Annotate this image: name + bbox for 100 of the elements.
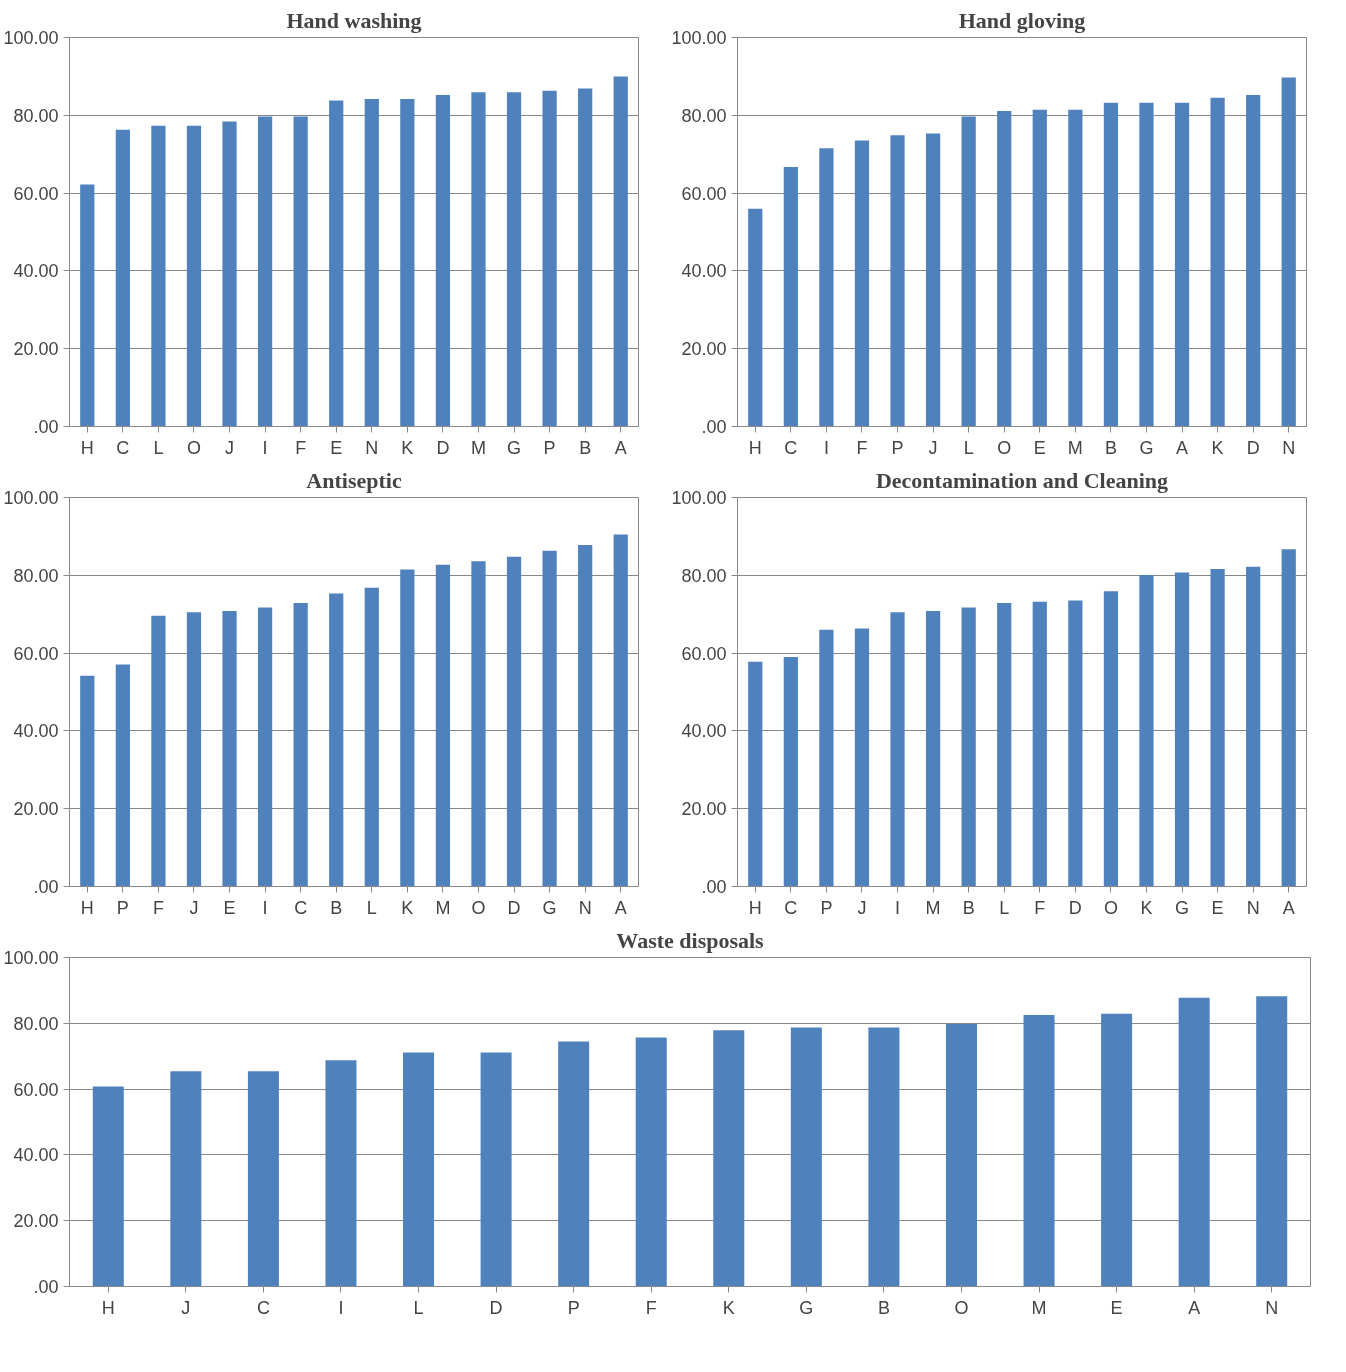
y-tick-label: 60.00 xyxy=(681,183,727,204)
bar xyxy=(1246,566,1261,887)
chart-title: Waste disposals xyxy=(616,927,765,953)
x-tick-label: I xyxy=(895,897,901,918)
bar xyxy=(506,92,522,427)
bar xyxy=(1210,569,1225,887)
x-tick-label: N xyxy=(1282,437,1296,458)
x-tick-label: P xyxy=(543,437,556,458)
x-tick-label: M xyxy=(470,437,486,458)
bar xyxy=(400,98,415,427)
y-tick-label: 40.00 xyxy=(13,1145,59,1166)
bar xyxy=(542,90,557,427)
bar xyxy=(435,564,451,887)
y-tick-label: 80.00 xyxy=(681,565,727,586)
bar xyxy=(1068,600,1083,887)
x-tick-label: D xyxy=(507,897,521,918)
y-tick-label: 80.00 xyxy=(13,105,59,126)
x-tick-label: E xyxy=(223,897,236,918)
bar xyxy=(713,1030,745,1287)
x-tick-label: A xyxy=(1176,437,1189,458)
x-tick-label: C xyxy=(784,897,798,918)
bar xyxy=(115,664,130,887)
x-tick-label: O xyxy=(997,437,1012,458)
y-tick-label: 80.00 xyxy=(13,1013,59,1034)
bar xyxy=(1174,572,1190,887)
x-tick-label: B xyxy=(1104,437,1117,458)
bar xyxy=(635,1037,667,1287)
bar xyxy=(1103,102,1119,427)
chart-title: Hand gloving xyxy=(958,7,1086,33)
y-tick-label: 100.00 xyxy=(3,488,59,508)
chart-title: Antiseptic xyxy=(306,467,402,493)
x-tick-label: L xyxy=(366,897,377,918)
x-tick-label: J xyxy=(928,437,938,458)
x-tick-label: P xyxy=(891,437,904,458)
bar xyxy=(819,629,834,887)
y-tick-label: 20.00 xyxy=(681,799,727,820)
x-tick-label: O xyxy=(471,897,486,918)
bar xyxy=(257,607,273,887)
bar xyxy=(1281,77,1296,427)
x-tick-label: O xyxy=(954,1297,969,1318)
bar xyxy=(151,125,166,427)
x-tick-label: H xyxy=(748,897,762,918)
bar xyxy=(325,1060,357,1287)
x-tick-label: M xyxy=(1031,1297,1047,1318)
bar xyxy=(945,1023,977,1287)
x-tick-label: J xyxy=(181,1297,191,1318)
x-tick-label: L xyxy=(413,1297,424,1318)
bar xyxy=(186,125,202,427)
y-tick-label: .00 xyxy=(33,1277,59,1297)
bar xyxy=(1256,996,1288,1287)
x-tick-label: G xyxy=(799,1297,814,1318)
bar xyxy=(613,534,628,887)
x-tick-label: D xyxy=(489,1297,503,1318)
x-tick-label: P xyxy=(567,1297,580,1318)
x-tick-label: L xyxy=(963,437,974,458)
x-tick-label: A xyxy=(1188,1297,1201,1318)
bar xyxy=(1139,574,1154,887)
bar xyxy=(925,133,941,427)
bar xyxy=(578,88,593,427)
bar xyxy=(293,116,308,427)
x-tick-label: B xyxy=(579,437,592,458)
bar xyxy=(854,140,870,427)
y-tick-label: 60.00 xyxy=(13,183,59,204)
bar xyxy=(854,628,870,887)
x-tick-label: D xyxy=(436,437,450,458)
x-tick-label: N xyxy=(365,437,379,458)
x-tick-label: J xyxy=(857,897,867,918)
x-tick-label: F xyxy=(1034,897,1046,918)
bar xyxy=(151,615,166,887)
bar xyxy=(1178,997,1210,1287)
bar xyxy=(506,556,522,887)
chart-title: Hand washing xyxy=(286,7,422,33)
y-tick-label: 100.00 xyxy=(671,488,727,508)
x-tick-label: N xyxy=(1265,1297,1279,1318)
x-tick-label: C xyxy=(294,897,308,918)
y-tick-label: 20.00 xyxy=(13,1211,59,1232)
x-tick-label: K xyxy=(722,1297,735,1318)
bar xyxy=(558,1041,590,1287)
x-tick-label: I xyxy=(338,1297,344,1318)
bar xyxy=(890,612,905,887)
y-tick-label: .00 xyxy=(33,417,59,437)
x-tick-label: A xyxy=(614,437,627,458)
bar xyxy=(578,544,593,887)
x-tick-label: D xyxy=(1246,437,1260,458)
x-tick-label: K xyxy=(1211,437,1224,458)
x-tick-label: P xyxy=(820,897,833,918)
bar xyxy=(1210,97,1225,427)
bar xyxy=(186,612,202,887)
y-tick-label: 20.00 xyxy=(13,339,59,360)
bar xyxy=(471,561,486,887)
x-tick-label: M xyxy=(1067,437,1083,458)
x-tick-label: N xyxy=(578,897,592,918)
bar xyxy=(170,1071,202,1287)
bar xyxy=(80,675,95,887)
x-tick-label: K xyxy=(401,437,414,458)
x-tick-label: C xyxy=(784,437,798,458)
x-tick-label: O xyxy=(1103,897,1118,918)
x-tick-label: F xyxy=(295,437,307,458)
bar xyxy=(480,1052,512,1287)
bar xyxy=(783,656,798,887)
